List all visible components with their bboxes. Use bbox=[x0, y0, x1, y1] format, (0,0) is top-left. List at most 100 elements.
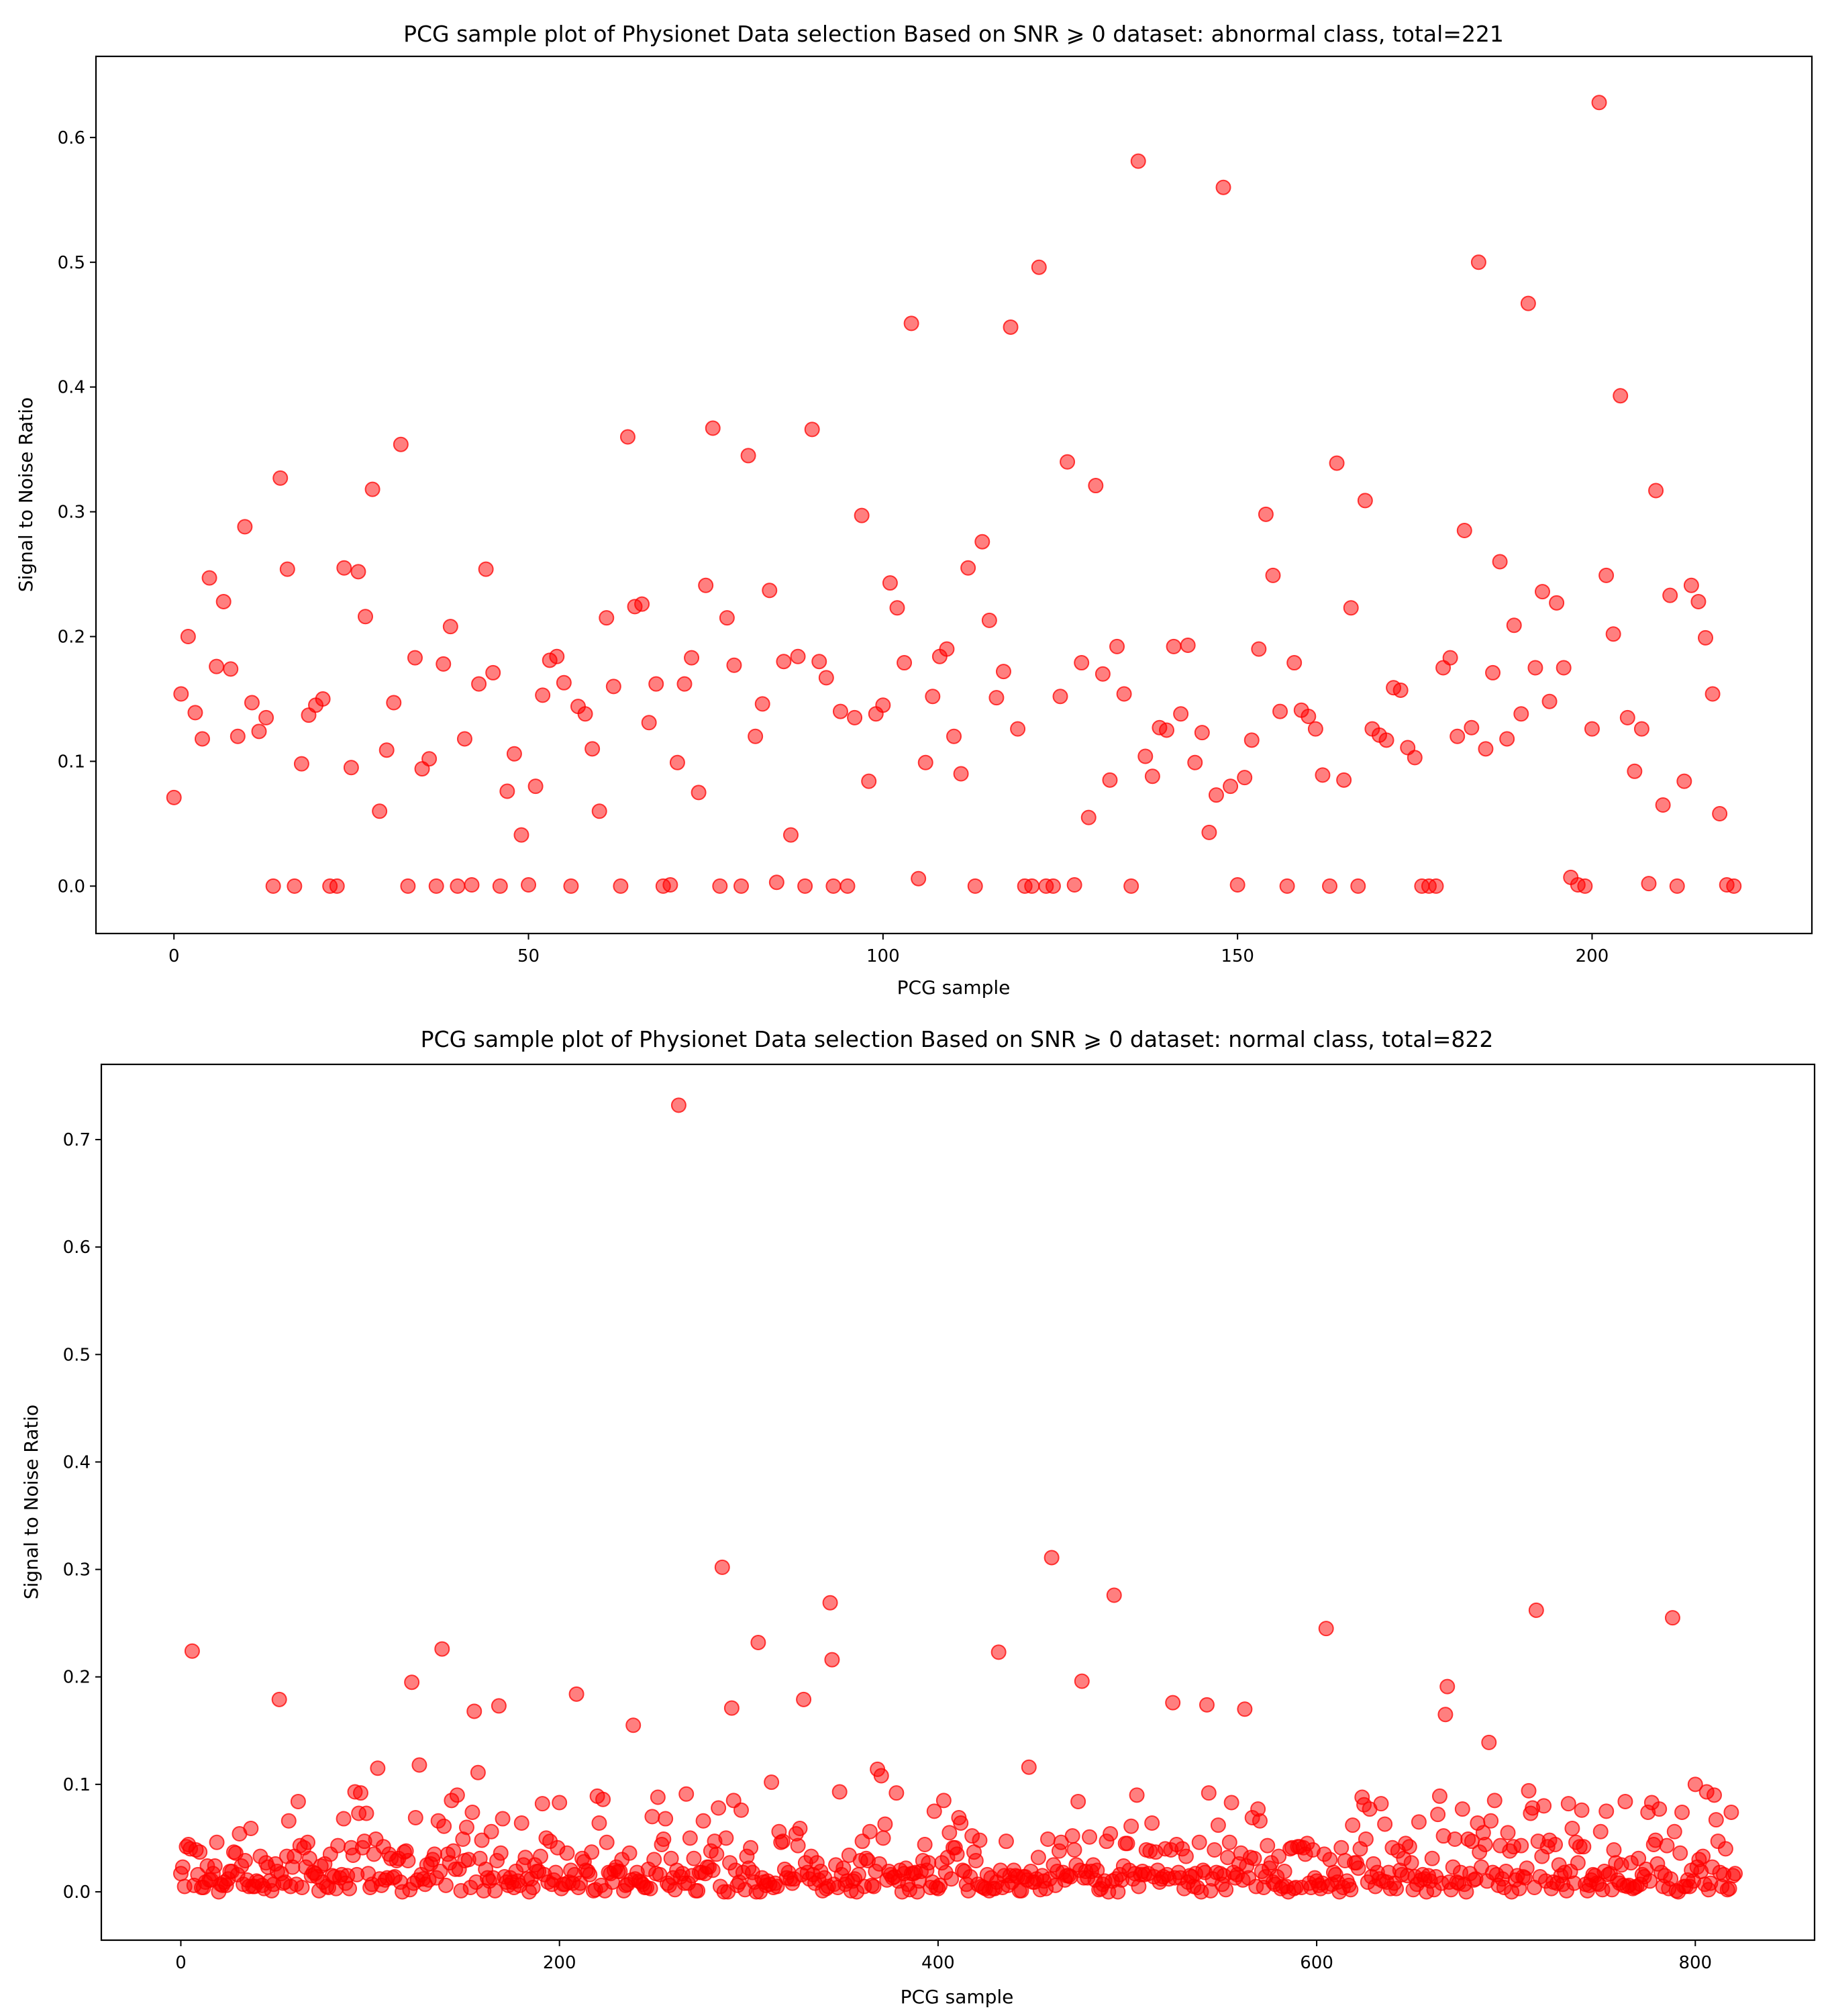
data-point bbox=[1116, 686, 1132, 702]
data-point bbox=[201, 570, 217, 586]
data-point bbox=[330, 1837, 346, 1854]
data-point bbox=[1519, 1860, 1535, 1876]
data-point bbox=[556, 674, 572, 691]
data-point bbox=[1669, 878, 1685, 894]
data-point bbox=[559, 1845, 575, 1861]
data-point bbox=[237, 1853, 253, 1869]
data-point bbox=[1207, 1842, 1223, 1858]
data-point bbox=[1662, 587, 1678, 603]
data-point bbox=[1712, 806, 1728, 822]
data-point bbox=[1021, 1759, 1037, 1775]
data-point bbox=[513, 827, 529, 843]
data-point bbox=[691, 785, 707, 801]
data-point bbox=[272, 470, 289, 486]
data-point bbox=[953, 1815, 969, 1831]
data-point bbox=[1265, 567, 1281, 583]
data-point bbox=[764, 1774, 780, 1791]
data-point bbox=[1201, 824, 1217, 840]
data-point bbox=[378, 742, 395, 758]
data-point bbox=[552, 1795, 568, 1811]
data-point bbox=[1570, 1855, 1586, 1871]
data-point bbox=[184, 1643, 200, 1659]
data-point bbox=[762, 583, 778, 599]
data-point bbox=[1598, 1803, 1615, 1819]
data-point bbox=[711, 1800, 727, 1816]
data-point bbox=[1627, 763, 1643, 779]
data-point bbox=[230, 728, 246, 744]
data-point bbox=[840, 878, 856, 894]
data-points bbox=[166, 95, 1742, 894]
data-point bbox=[1388, 1880, 1405, 1897]
data-point bbox=[1129, 1787, 1145, 1803]
data-point bbox=[1286, 655, 1303, 671]
data-point bbox=[1102, 772, 1118, 788]
data-point bbox=[243, 1820, 259, 1836]
y-ticks: 0.0 0.1 0.2 0.3 0.4 0.5 0.6 bbox=[58, 128, 96, 897]
data-point bbox=[1260, 1837, 1276, 1854]
data-point bbox=[1485, 664, 1501, 681]
data-point bbox=[1560, 1796, 1576, 1812]
normal-class-chart: PCG sample plot of Physionet Data select… bbox=[20, 1026, 1816, 2008]
data-point bbox=[733, 878, 750, 894]
data-point bbox=[521, 876, 537, 893]
data-point bbox=[613, 878, 629, 894]
data-point bbox=[1577, 878, 1593, 894]
x-tick-label: 0 bbox=[175, 1953, 187, 1973]
data-point bbox=[911, 870, 927, 887]
data-point bbox=[1695, 1848, 1711, 1864]
data-point bbox=[426, 1846, 442, 1862]
data-point bbox=[1633, 721, 1649, 737]
data-point bbox=[1024, 878, 1040, 894]
data-point bbox=[1605, 626, 1621, 642]
data-point bbox=[733, 1802, 749, 1818]
data-point bbox=[492, 878, 508, 894]
data-point bbox=[407, 650, 423, 666]
data-point bbox=[619, 429, 636, 445]
data-point bbox=[1377, 1816, 1393, 1832]
data-point bbox=[1003, 319, 1019, 335]
data-point bbox=[926, 1803, 942, 1819]
data-point bbox=[888, 1785, 905, 1801]
data-point bbox=[1664, 1610, 1680, 1626]
data-point bbox=[1617, 1793, 1633, 1809]
data-point bbox=[875, 697, 891, 713]
data-point bbox=[1378, 732, 1394, 748]
data-point bbox=[917, 754, 933, 770]
data-point bbox=[386, 695, 402, 711]
data-point bbox=[1574, 1802, 1590, 1818]
data-point bbox=[442, 619, 458, 635]
data-point bbox=[875, 1830, 891, 1846]
data-point bbox=[1119, 1835, 1135, 1852]
data-point bbox=[1698, 1784, 1715, 1800]
data-point bbox=[1500, 1825, 1516, 1841]
data-point bbox=[1137, 748, 1154, 764]
data-point bbox=[450, 878, 466, 894]
data-point bbox=[237, 519, 253, 535]
data-point bbox=[192, 1844, 208, 1860]
data-point bbox=[990, 1644, 1007, 1660]
data-point bbox=[743, 1839, 759, 1856]
data-point bbox=[279, 561, 295, 577]
data-point bbox=[315, 691, 331, 707]
data-point bbox=[946, 728, 962, 744]
data-point bbox=[194, 731, 210, 747]
data-point bbox=[358, 1805, 374, 1821]
data-point bbox=[1659, 1837, 1675, 1854]
data-point bbox=[487, 1882, 503, 1899]
data-point bbox=[1329, 455, 1345, 471]
plot-frame bbox=[100, 1063, 1816, 1942]
data-point bbox=[1333, 1839, 1350, 1856]
data-point bbox=[1066, 876, 1082, 893]
data-point bbox=[209, 1834, 225, 1850]
data-point bbox=[1584, 721, 1600, 737]
data-point bbox=[1191, 1834, 1207, 1850]
data-point bbox=[621, 1845, 638, 1861]
data-point bbox=[942, 1825, 958, 1841]
data-point bbox=[1315, 767, 1331, 783]
data-point bbox=[670, 1097, 687, 1113]
data-point bbox=[180, 629, 196, 645]
data-point bbox=[1549, 595, 1565, 611]
data-point bbox=[1721, 1880, 1737, 1897]
data-point bbox=[1158, 722, 1174, 738]
data-point bbox=[493, 1845, 509, 1861]
